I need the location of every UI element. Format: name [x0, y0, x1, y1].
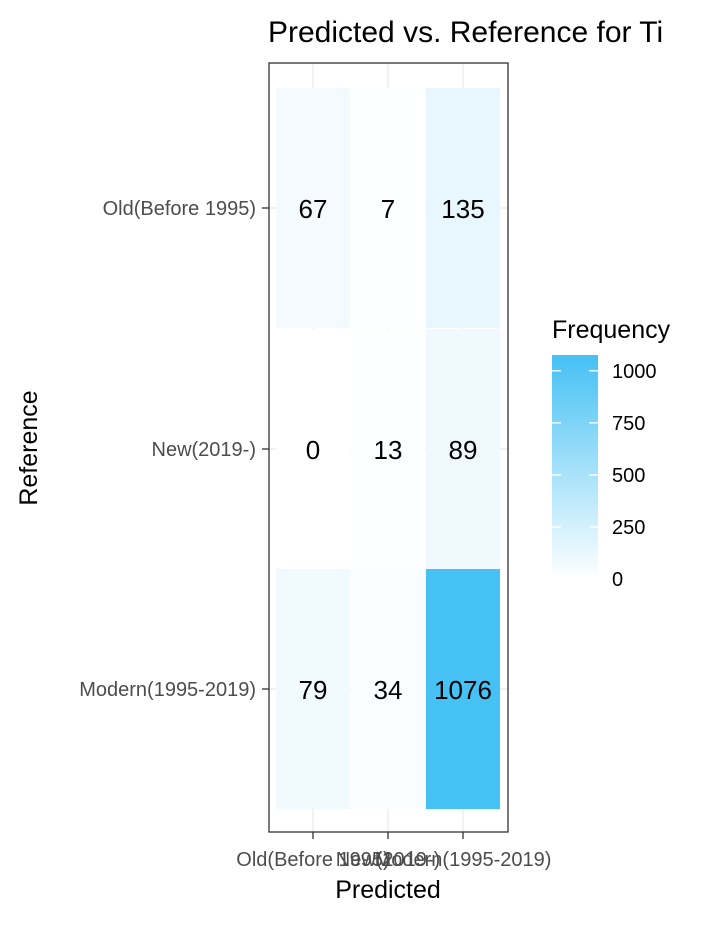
y-axis-title: Reference — [15, 390, 43, 505]
cell-value-label: 0 — [306, 435, 320, 465]
heatmap-cell — [351, 569, 425, 809]
cell-value-label: 34 — [374, 675, 403, 705]
legend-colorbar — [552, 355, 598, 579]
cell-value-label: 13 — [374, 435, 403, 465]
x-axis: Old(Before 1995)New(2019-)Modern(1995-20… — [236, 832, 551, 871]
heatmap-cells — [276, 88, 500, 809]
legend: Frequency 0 250 500 750 1000 — [552, 316, 671, 591]
chart-title: Predicted vs. Reference for Ti — [268, 16, 663, 49]
y-tick-label: Modern(1995-2019) — [79, 679, 256, 701]
legend-ticks: 0 250 500 750 1000 — [552, 361, 657, 591]
cell-value-label: 79 — [299, 675, 328, 705]
legend-tick-label: 500 — [612, 465, 645, 487]
heatmap-cell — [276, 329, 350, 569]
x-axis-title: Predicted — [335, 876, 441, 904]
heatmap-cell — [426, 329, 500, 569]
y-tick-label: New(2019-) — [152, 439, 256, 461]
heatmap-cell — [351, 329, 425, 569]
y-tick-label: Old(Before 1995) — [103, 198, 256, 220]
legend-tick-label: 1000 — [612, 361, 657, 383]
heatmap-cell — [426, 569, 500, 809]
legend-tick-label: 0 — [612, 569, 623, 591]
x-tick-label: Old(Before 1995) — [236, 849, 389, 871]
heatmap-cell — [276, 569, 350, 809]
cell-value-label: 7 — [381, 194, 395, 224]
legend-title: Frequency — [552, 316, 671, 344]
cell-value-label: 135 — [441, 194, 484, 224]
x-tick-label: Modern(1995-2019) — [375, 849, 552, 871]
cell-value-label: 67 — [299, 194, 328, 224]
y-axis: Old(Before 1995) New(2019-) Modern(1995-20… — [79, 198, 269, 701]
cell-value-label: 89 — [449, 435, 478, 465]
x-tick-label: New(2019-) — [336, 849, 440, 871]
heatmap-cell — [426, 88, 500, 328]
legend-tick-label: 750 — [612, 413, 645, 435]
heatmap-cell — [351, 88, 425, 328]
cell-value-labels: 67 7 135 0 13 89 79 34 1076 — [299, 194, 492, 705]
cell-value-label: 1076 — [434, 675, 492, 705]
legend-tick-label: 250 — [612, 517, 645, 539]
heatmap-cell — [276, 88, 350, 328]
